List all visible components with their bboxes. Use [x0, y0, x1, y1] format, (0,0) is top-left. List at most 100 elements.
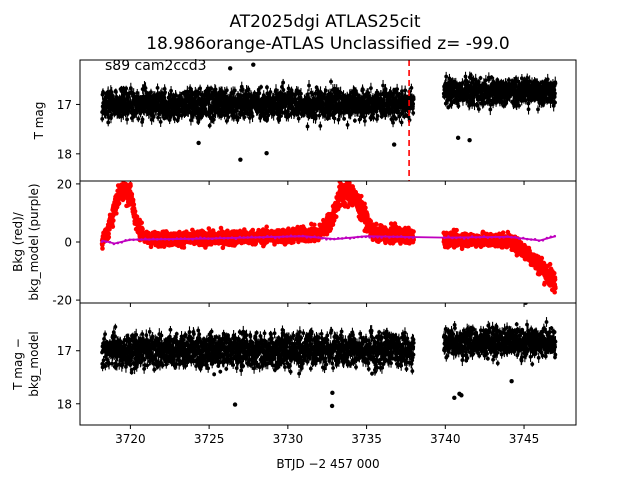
data-point	[345, 123, 350, 127]
data-point	[226, 115, 231, 120]
data-point	[207, 123, 212, 128]
data-point	[246, 87, 251, 92]
data-point	[394, 116, 398, 121]
data-point	[357, 117, 362, 122]
data-point	[495, 78, 500, 82]
data-point	[363, 119, 367, 123]
data-point	[124, 86, 129, 91]
data-point	[375, 117, 379, 122]
data-point	[190, 92, 195, 97]
data-point	[158, 119, 163, 124]
data-point	[266, 113, 271, 118]
data-point	[283, 104, 288, 108]
data-point	[183, 112, 188, 117]
data-point	[301, 113, 306, 118]
data-point	[136, 116, 141, 121]
data-point	[325, 116, 330, 121]
data-point	[524, 98, 528, 103]
data-point	[247, 116, 252, 120]
data-point	[482, 101, 487, 106]
data-point	[274, 88, 278, 92]
data-point	[232, 88, 237, 93]
data-point	[409, 86, 414, 90]
data-point	[151, 115, 156, 119]
data-point	[135, 90, 140, 95]
data-point	[489, 75, 494, 80]
data-point	[463, 74, 468, 79]
series-points	[100, 62, 416, 162]
data-point	[476, 107, 481, 112]
data-point	[155, 86, 160, 90]
data-point	[307, 83, 311, 88]
data-point	[503, 80, 508, 85]
data-point	[329, 79, 333, 84]
data-point	[257, 91, 262, 96]
data-point	[250, 114, 255, 119]
data-point	[209, 86, 213, 91]
data-point	[140, 117, 145, 122]
data-point	[131, 107, 135, 112]
data-point	[211, 117, 216, 122]
data-point	[125, 117, 129, 122]
data-point	[224, 119, 229, 123]
figure-title-line2: 18.986orange-ATLAS Unclassified z= -99.0	[146, 34, 510, 54]
data-point	[468, 73, 473, 78]
data-point	[383, 113, 388, 118]
data-point	[411, 97, 416, 102]
outlier-point	[196, 140, 201, 146]
data-point	[317, 113, 322, 118]
data-point	[444, 74, 449, 79]
data-point	[174, 93, 178, 98]
figure-title-line1: AT2025dgi ATLAS25cit	[229, 12, 420, 32]
data-point	[526, 107, 531, 112]
data-point	[460, 81, 465, 85]
data-point	[369, 86, 373, 91]
data-point	[167, 95, 172, 99]
data-point	[536, 107, 540, 112]
outlier-point	[227, 66, 233, 71]
data-point	[352, 118, 357, 123]
data-point	[399, 120, 404, 125]
data-point	[100, 116, 105, 121]
data-point	[487, 77, 491, 82]
data-point	[395, 87, 400, 92]
data-point	[456, 104, 461, 108]
data-point	[375, 114, 380, 118]
data-point	[172, 116, 177, 121]
series-points	[441, 60, 558, 143]
data-point	[252, 91, 257, 96]
data-point	[281, 87, 286, 92]
data-point	[143, 86, 148, 91]
data-point	[224, 88, 229, 93]
data-point	[198, 86, 203, 91]
outlier-point	[238, 157, 243, 162]
data-point	[265, 85, 269, 90]
data-point	[305, 124, 310, 129]
data-point	[109, 112, 114, 117]
data-point	[397, 114, 402, 119]
outlier-point	[391, 142, 397, 147]
data-point	[342, 116, 347, 121]
data-point	[332, 116, 337, 121]
data-point	[318, 124, 323, 128]
outlier-point	[264, 150, 269, 156]
data-point	[391, 120, 395, 125]
data-point	[525, 76, 530, 80]
data-point	[483, 78, 488, 83]
data-point	[299, 91, 303, 96]
data-point	[169, 88, 173, 93]
data-point	[371, 116, 376, 120]
data-point	[446, 105, 451, 110]
data-point	[213, 87, 218, 92]
plot-area	[100, 60, 558, 181]
data-point	[259, 85, 263, 89]
data-point	[268, 90, 273, 94]
data-point	[109, 90, 114, 95]
data-point	[114, 90, 118, 94]
data-point	[314, 113, 318, 118]
data-point	[517, 103, 521, 108]
outlier-point	[251, 62, 256, 67]
data-point	[488, 107, 493, 112]
data-point	[500, 100, 505, 105]
data-point	[411, 111, 416, 115]
